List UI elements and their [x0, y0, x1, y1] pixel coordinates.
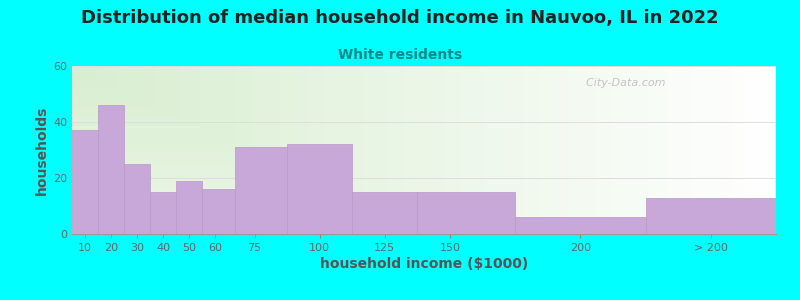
Bar [287, 144, 352, 234]
Bar [202, 189, 235, 234]
Y-axis label: households: households [35, 105, 49, 195]
Bar [352, 192, 418, 234]
Text: Distribution of median household income in Nauvoo, IL in 2022: Distribution of median household income … [81, 9, 719, 27]
Text: White residents: White residents [338, 48, 462, 62]
Bar [98, 105, 124, 234]
Bar [176, 181, 202, 234]
Bar [418, 192, 515, 234]
Bar [124, 164, 150, 234]
Bar [646, 198, 776, 234]
Text: City-Data.com: City-Data.com [579, 78, 666, 88]
Bar [515, 217, 646, 234]
X-axis label: household income ($1000): household income ($1000) [320, 257, 528, 271]
Bar [72, 130, 98, 234]
Bar [235, 147, 287, 234]
Bar [150, 192, 176, 234]
